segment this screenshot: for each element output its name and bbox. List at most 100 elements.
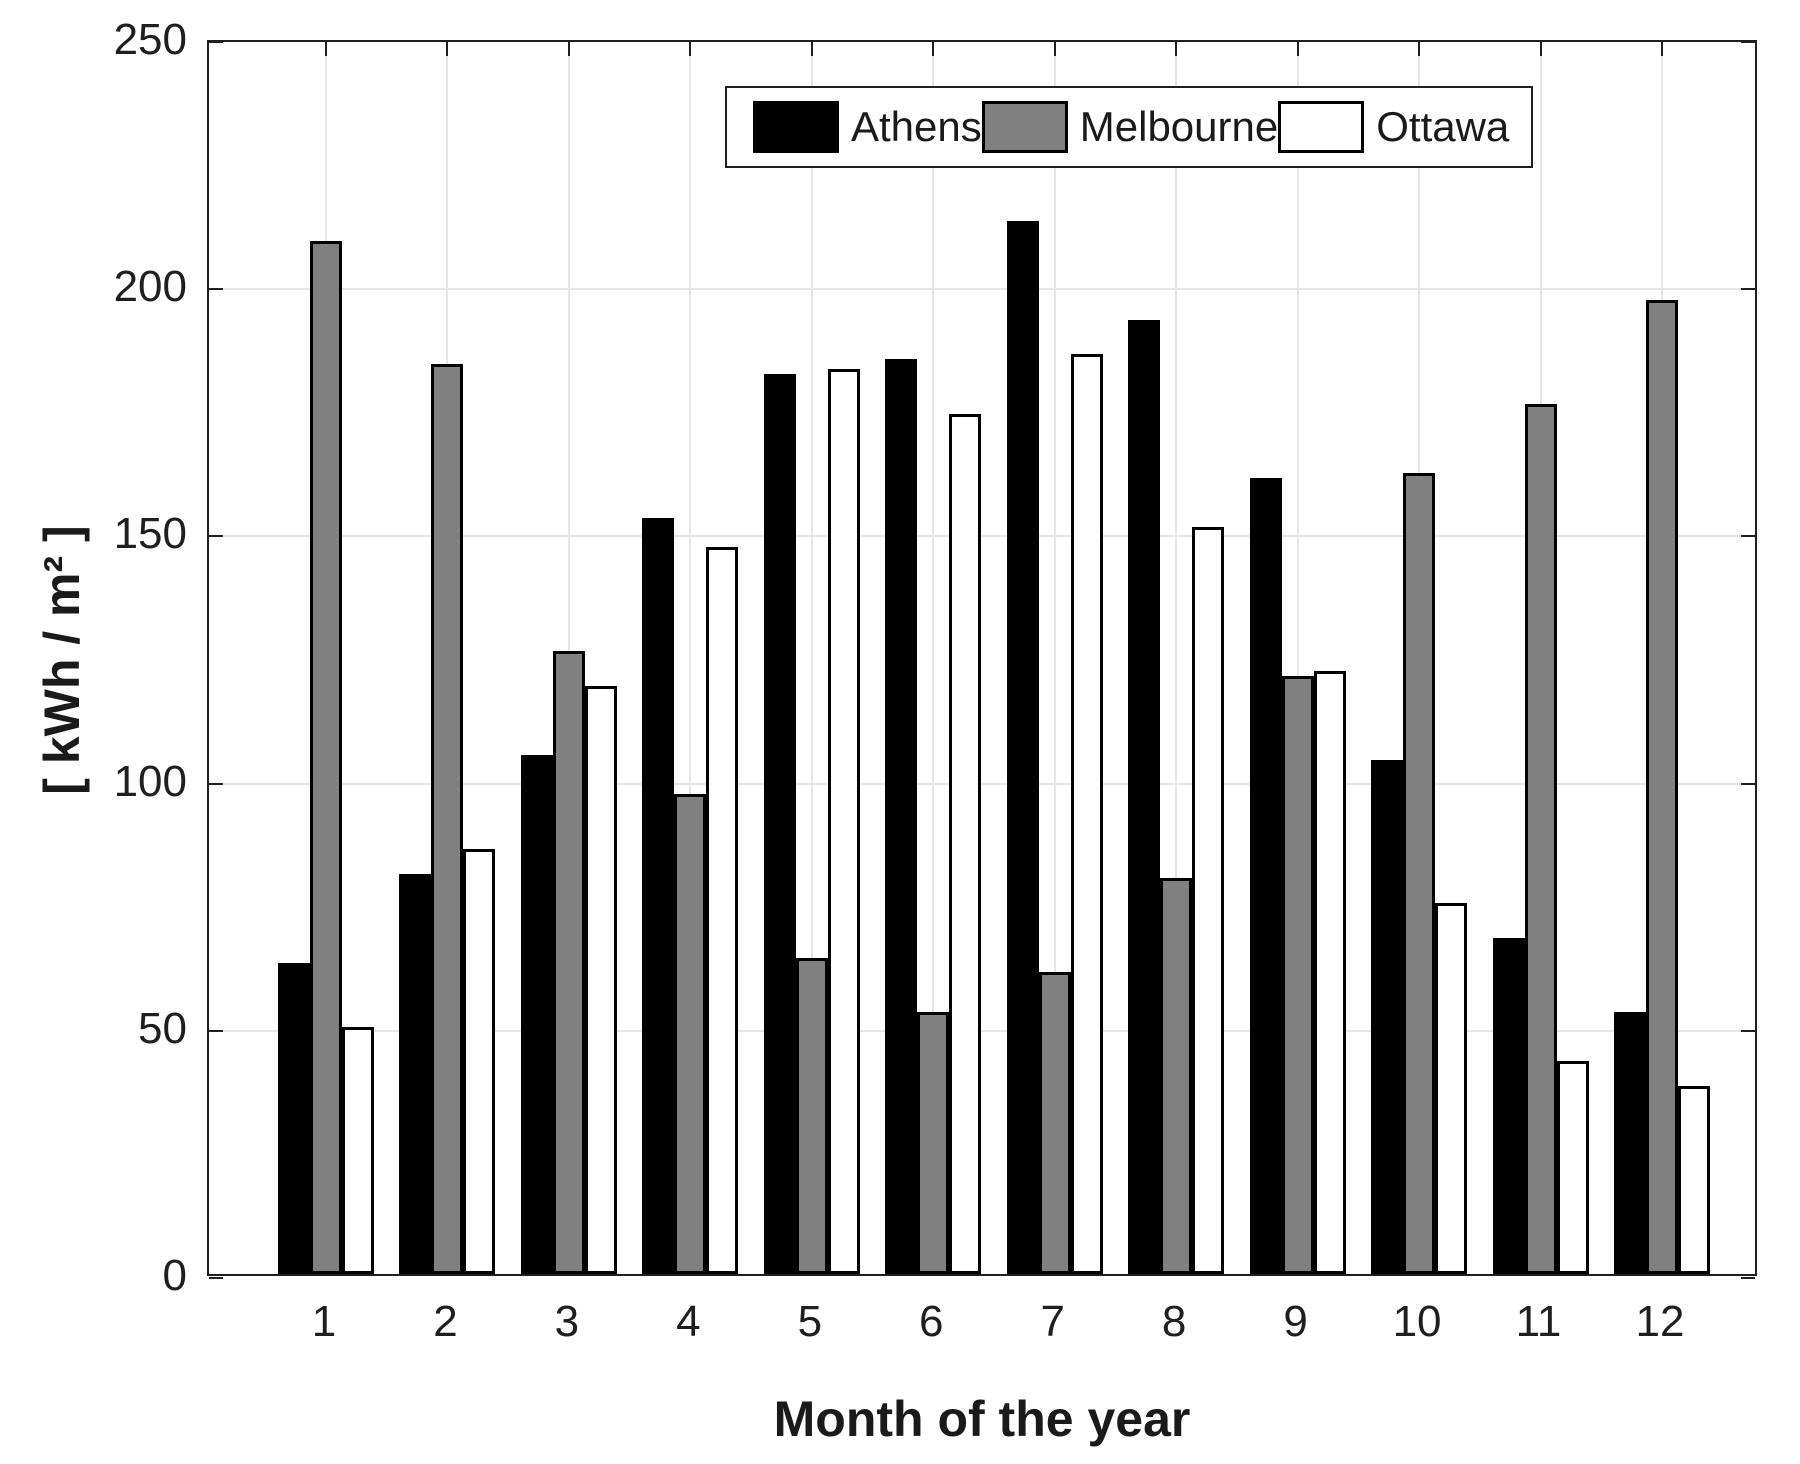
legend-label-ottawa: Ottawa xyxy=(1376,103,1510,150)
bar-melbourne-month-6 xyxy=(917,1011,950,1274)
legend-item-ottawa: Ottawa xyxy=(1278,101,1509,153)
bar-melbourne-month-2 xyxy=(431,364,464,1274)
x-tick-mark xyxy=(689,42,692,56)
gridline-vertical xyxy=(932,42,935,1274)
gridline-vertical xyxy=(1296,42,1299,1274)
x-tick-label-7: 7 xyxy=(1040,1297,1065,1346)
bar-melbourne-month-12 xyxy=(1645,300,1678,1274)
legend-swatch-ottawa xyxy=(1278,101,1365,153)
bar-ottawa-month-10 xyxy=(1435,903,1468,1274)
x-tick-mark xyxy=(932,42,935,56)
bar-melbourne-month-11 xyxy=(1524,403,1557,1274)
bar-athens-month-9 xyxy=(1249,478,1282,1274)
gridline-vertical xyxy=(810,42,813,1274)
gridline-vertical xyxy=(1053,42,1056,1274)
bar-ottawa-month-5 xyxy=(827,369,860,1274)
y-tick-mark xyxy=(209,288,223,291)
bar-ottawa-month-6 xyxy=(949,413,982,1274)
x-tick-label-4: 4 xyxy=(676,1297,701,1346)
legend-item-athens: Athens xyxy=(753,101,982,153)
x-tick-label-9: 9 xyxy=(1283,1297,1308,1346)
y-tick-label-250: 250 xyxy=(113,15,187,64)
y-axis-title: [ kWh / m² ] xyxy=(34,525,90,795)
bar-athens-month-11 xyxy=(1492,937,1525,1274)
gridline-horizontal xyxy=(209,288,1755,291)
x-tick-label-6: 6 xyxy=(919,1297,944,1346)
bar-melbourne-month-1 xyxy=(310,240,343,1274)
y-tick-mark xyxy=(209,1029,223,1032)
x-tick-label-1: 1 xyxy=(311,1297,337,1346)
bar-athens-month-2 xyxy=(399,873,432,1274)
x-tick-mark xyxy=(325,42,328,56)
bar-ottawa-month-1 xyxy=(342,1026,375,1274)
gridline-horizontal xyxy=(209,535,1755,538)
x-tick-mark xyxy=(446,42,449,56)
bar-athens-month-8 xyxy=(1128,319,1161,1274)
gridline-vertical xyxy=(1175,42,1178,1274)
x-tick-mark xyxy=(1660,42,1663,56)
y-tick-mark xyxy=(209,782,223,785)
gridline-horizontal xyxy=(209,1029,1755,1032)
legend-label-melbourne: Melbourne xyxy=(1079,103,1279,150)
bar-ottawa-month-2 xyxy=(463,848,496,1274)
x-tick-mark xyxy=(1539,42,1542,56)
bar-athens-month-6 xyxy=(885,359,918,1274)
bar-melbourne-month-8 xyxy=(1160,878,1193,1274)
bar-melbourne-month-9 xyxy=(1281,675,1314,1274)
bar-athens-month-7 xyxy=(1006,220,1039,1274)
y-tick-label-100: 100 xyxy=(113,756,187,806)
y-tick-mark xyxy=(209,1277,223,1279)
bar-ottawa-month-8 xyxy=(1192,527,1225,1274)
x-tick-label-2: 2 xyxy=(433,1297,458,1346)
bar-ottawa-month-7 xyxy=(1070,354,1103,1274)
bar-melbourne-month-7 xyxy=(1038,972,1071,1274)
bar-melbourne-month-4 xyxy=(674,794,707,1274)
bar-athens-month-3 xyxy=(520,754,553,1274)
x-tick-mark xyxy=(1175,42,1178,56)
y-tick-mark xyxy=(209,41,223,43)
x-tick-label-11: 11 xyxy=(1515,1297,1562,1346)
bar-ottawa-month-12 xyxy=(1677,1086,1710,1274)
x-tick-mark xyxy=(810,42,813,56)
bar-melbourne-month-10 xyxy=(1403,473,1436,1274)
y-tick-mark xyxy=(1741,1029,1755,1032)
y-tick-mark xyxy=(1741,1277,1755,1279)
y-tick-mark xyxy=(1741,535,1755,538)
legend-label-athens: Athens xyxy=(851,103,982,150)
plot-area xyxy=(207,40,1757,1279)
y-tick-mark xyxy=(209,535,223,538)
bar-ottawa-month-11 xyxy=(1556,1061,1589,1274)
y-tick-mark xyxy=(1741,288,1755,291)
x-tick-label-5: 5 xyxy=(797,1297,823,1346)
gridline-horizontal xyxy=(209,782,1755,785)
x-axis-title: Month of the year xyxy=(773,1391,1191,1447)
bar-athens-month-4 xyxy=(642,517,675,1274)
y-tick-label-150: 150 xyxy=(113,509,187,559)
legend-swatch-athens xyxy=(753,101,839,153)
y-tick-label-50: 50 xyxy=(138,1003,187,1053)
bar-athens-month-1 xyxy=(278,962,311,1274)
x-tick-label-10: 10 xyxy=(1392,1297,1442,1346)
bar-ottawa-month-3 xyxy=(584,685,617,1274)
y-tick-label-0: 0 xyxy=(162,1251,187,1300)
x-tick-mark xyxy=(567,42,570,56)
bar-ottawa-month-4 xyxy=(706,547,739,1274)
x-tick-mark xyxy=(1418,42,1421,56)
y-tick-label-200: 200 xyxy=(113,262,187,312)
x-tick-label-3: 3 xyxy=(554,1297,580,1346)
x-tick-label-8: 8 xyxy=(1161,1297,1187,1346)
bar-melbourne-month-3 xyxy=(552,651,585,1274)
x-tick-mark xyxy=(1053,42,1056,56)
legend: Athens Melbourne Ottawa xyxy=(725,86,1533,168)
bar-athens-month-12 xyxy=(1613,1011,1646,1274)
legend-item-melbourne: Melbourne xyxy=(981,101,1279,153)
bar-ottawa-month-9 xyxy=(1313,670,1346,1274)
legend-swatch-melbourne xyxy=(981,101,1068,153)
bar-athens-month-10 xyxy=(1371,759,1404,1274)
bar-athens-month-5 xyxy=(763,374,796,1274)
x-tick-label-12: 12 xyxy=(1635,1297,1685,1346)
bar-melbourne-month-5 xyxy=(795,957,828,1274)
y-tick-mark xyxy=(1741,41,1755,43)
y-tick-mark xyxy=(1741,782,1755,785)
